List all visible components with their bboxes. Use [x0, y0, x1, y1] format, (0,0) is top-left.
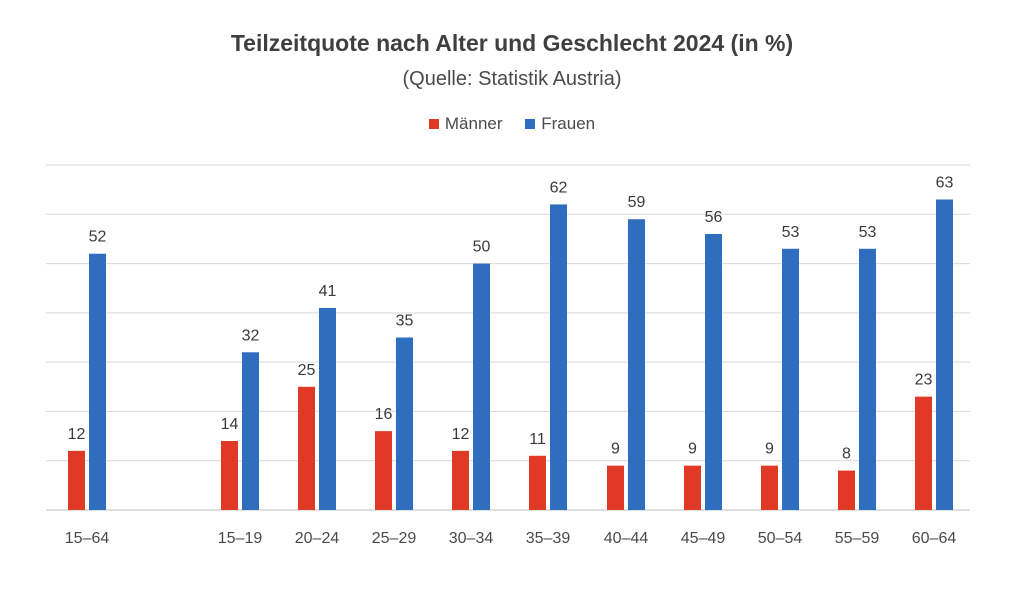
x-tick-label-25-29: 25–29: [372, 530, 417, 547]
bar-frauen-50-54: [782, 248, 799, 511]
data-label-frauen-30-34: 50: [473, 239, 491, 256]
legend: Männer Frauen: [0, 114, 1024, 134]
bars: [68, 199, 953, 511]
data-label-maenner-15-19: 14: [221, 416, 239, 433]
data-label-frauen-15-64: 52: [89, 229, 107, 246]
x-tick-label-35-39: 35–39: [526, 530, 571, 547]
legend-label-frauen: Frauen: [541, 114, 596, 133]
x-axis-tick-labels: 15–64 15–19 20–24 25–29 30–34 35–39 40–44 45–49…: [65, 530, 957, 547]
bar-frauen-15-19: [242, 352, 259, 510]
data-label-frauen-40-44: 59: [628, 194, 646, 211]
bar-maenner-45-49: [684, 465, 701, 510]
bar-frauen-60-64: [936, 199, 953, 510]
bar-maenner-40-44: [607, 465, 624, 510]
data-label-maenner-15-64: 12: [68, 426, 86, 443]
bar-frauen-45-49: [705, 234, 722, 510]
data-label-frauen-60-64: 63: [936, 175, 954, 192]
data-label-frauen-50-54: 53: [782, 224, 800, 241]
data-label-frauen-15-19: 32: [242, 327, 260, 344]
data-label-maenner-20-24: 25: [298, 362, 316, 379]
x-tick-label-55-59: 55–59: [835, 530, 880, 547]
x-tick-label-45-49: 45–49: [681, 530, 726, 547]
bar-frauen-55-59: [859, 248, 876, 511]
chart-title: Teilzeitquote nach Alter und Geschlecht …: [230, 30, 794, 56]
x-tick-label-40-44: 40–44: [604, 530, 649, 547]
data-label-frauen-20-24: 41: [319, 283, 337, 300]
x-tick-label-30-34: 30–34: [449, 530, 494, 547]
data-label-maenner-55-59: 8: [842, 446, 851, 463]
bar-maenner-60-64: [915, 396, 932, 510]
legend-item-maenner: Männer: [428, 114, 503, 134]
data-label-maenner-60-64: 23: [915, 372, 933, 389]
legend-label-maenner: Männer: [444, 114, 503, 133]
data-label-maenner-45-49: 9: [688, 441, 697, 458]
data-label-frauen-55-59: 53: [859, 224, 877, 241]
bar-frauen-25-29: [396, 337, 413, 510]
x-tick-label-60-64: 60–64: [912, 530, 957, 547]
bar-frauen-20-24: [319, 307, 336, 510]
bar-maenner-50-54: [761, 465, 778, 510]
chart-subtitle: (Quelle: Statistik Austria): [402, 68, 622, 90]
data-label-maenner-40-44: 9: [611, 441, 620, 458]
x-tick-label-20-24: 20–24: [295, 530, 340, 547]
data-label-frauen-35-39: 62: [550, 179, 568, 196]
data-labels: 12 52 14 32 25 41 16 35 12 50 11 62 9 59 9 56 9 53 8 53 23 63: [68, 175, 954, 463]
x-tick-label-50-54: 50–54: [758, 530, 803, 547]
bar-maenner-55-59: [838, 470, 855, 510]
legend-swatch-frauen: [525, 119, 536, 129]
x-tick-label-15-19: 15–19: [218, 530, 263, 547]
data-label-frauen-45-49: 56: [705, 209, 723, 226]
legend-swatch-maenner: [428, 119, 439, 129]
data-label-maenner-35-39: 11: [529, 431, 546, 448]
bar-frauen-40-44: [628, 219, 645, 510]
legend-item-frauen: Frauen: [525, 114, 595, 134]
data-label-maenner-50-54: 9: [765, 441, 774, 458]
bar-frauen-35-39: [550, 204, 567, 510]
x-tick-label-15-64: 15–64: [65, 530, 110, 547]
bar-maenner-25-29: [375, 431, 392, 510]
data-label-maenner-25-29: 16: [375, 406, 393, 423]
data-label-frauen-25-29: 35: [396, 313, 414, 330]
bar-maenner-15-19: [221, 441, 238, 510]
bar-maenner-20-24: [298, 386, 315, 510]
bar-frauen-15-64: [89, 253, 106, 510]
gridlines: [46, 164, 970, 511]
data-label-maenner-30-34: 12: [452, 426, 470, 443]
bar-maenner-30-34: [452, 450, 469, 510]
bar-maenner-15-64: [68, 450, 85, 510]
bar-maenner-35-39: [529, 455, 546, 510]
bar-frauen-30-34: [473, 263, 490, 510]
